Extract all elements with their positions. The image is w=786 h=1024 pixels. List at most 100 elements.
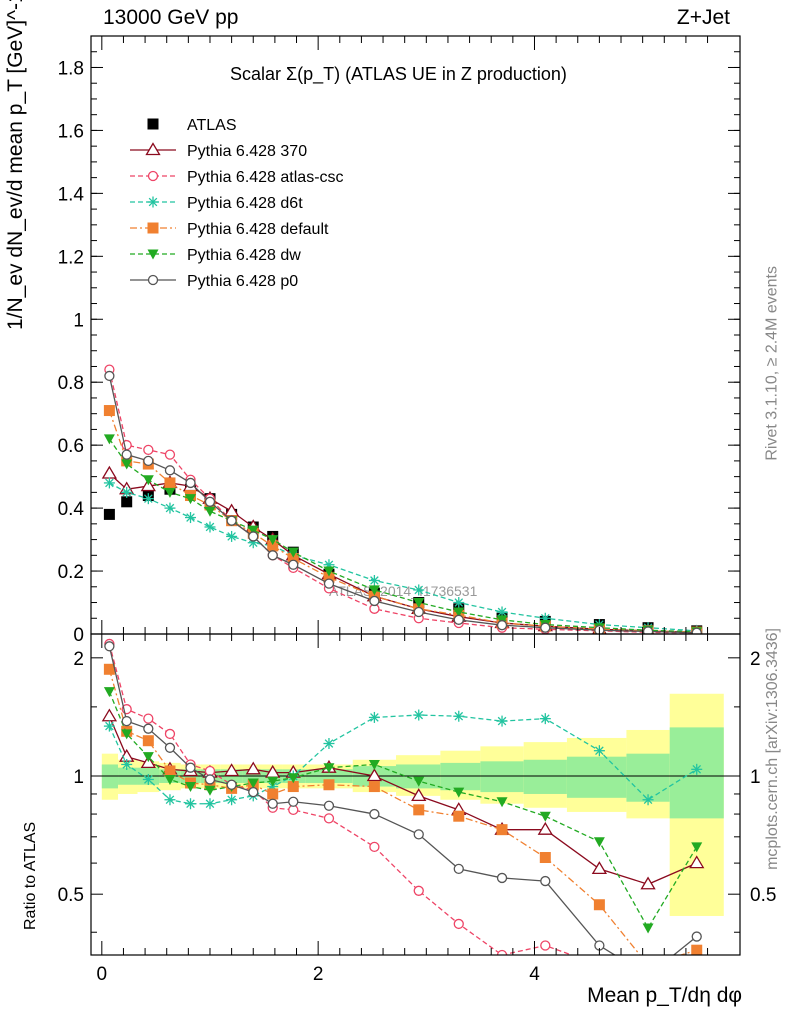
main-point-p0	[453, 614, 464, 625]
ratio-point-atlas-csc	[540, 940, 551, 951]
ratio-point-dw	[121, 729, 133, 740]
star-arm	[643, 795, 653, 805]
star-arm	[370, 576, 379, 585]
star-arm	[144, 775, 153, 784]
star-arm	[414, 585, 424, 595]
ratio-point-370	[591, 861, 608, 875]
ratio-point-default	[413, 804, 425, 816]
legend-marker-atlas-csc	[147, 170, 159, 182]
ratio-point-d6t	[226, 794, 238, 806]
ratio-point-370	[101, 708, 118, 722]
main-point-ATLAS	[121, 496, 133, 508]
legend-item-atlas-csc: Pythia 6.428 atlas-csc	[130, 169, 344, 186]
ratio-line-atlas-csc	[108, 643, 574, 955]
legend-marker-370	[145, 142, 161, 156]
band-inner-bin	[480, 761, 524, 793]
main-point-p0	[143, 455, 154, 467]
ratio-point-370	[223, 763, 240, 777]
ratio-point-default	[103, 663, 115, 675]
main-point-d6t	[453, 597, 465, 609]
star-arm	[165, 503, 175, 513]
ratio-point-dw	[323, 763, 335, 774]
ratio-point-p0	[288, 796, 299, 807]
ratio-point-p0	[248, 786, 259, 798]
ratio-point-p0	[496, 872, 508, 884]
ratio-point-default	[267, 788, 279, 800]
ratio-point-dw	[287, 773, 299, 784]
main-point-p0	[642, 626, 654, 634]
ratio-point-atlas-csc	[164, 728, 176, 740]
ratio-point-p0	[104, 641, 115, 652]
watermark: ATLAS_2014_I1736531	[329, 583, 478, 599]
ratio-point-default	[453, 810, 465, 822]
main-point-default	[267, 540, 279, 552]
main-point-dw	[368, 585, 380, 596]
mcplots-label: mcplots.cern.ch [arXiv:1306.3436]	[764, 628, 781, 870]
legend: ATLAS Pythia 6.428 370 Pythia 6.428 atlas-…	[130, 117, 344, 290]
ratio-point-dw	[539, 811, 551, 822]
main-point-ATLAS	[103, 508, 115, 520]
ratio-point-p0	[267, 798, 278, 809]
main-y-axis-label: 1/N_ev dN_ev/d mean p_T [GeV]^-1	[4, 0, 27, 330]
star-arm	[497, 716, 507, 726]
main-point-dw	[185, 494, 197, 505]
main-point-d6t	[121, 486, 133, 498]
legend-label-atlas-csc: Pythia 6.428 atlas-csc	[187, 169, 344, 186]
ratio-point-370	[245, 761, 261, 775]
star-arm	[324, 739, 334, 748]
main-y-tick-label: 0.8	[58, 373, 84, 394]
main-y-tick-label: 1.2	[58, 247, 84, 268]
legend-label-d6t: Pythia 6.428 d6t	[187, 195, 303, 212]
plot-title: Scalar Σ(p_T) (ATLAS UE in Z production)	[230, 64, 567, 84]
ratio-point-dw	[267, 776, 279, 787]
rivet-version-label: Rivet 3.1.10, ≥ 2.4M events	[764, 266, 781, 461]
main-y-tick-label: 0.4	[58, 499, 85, 520]
legend-marker-ATLAS	[147, 118, 159, 130]
ratio-y-tick-label-right: 1	[750, 767, 761, 788]
star-arm	[148, 197, 158, 207]
x-tick-label: 2	[313, 964, 324, 985]
legend-item-370: Pythia 6.428 370	[130, 142, 307, 160]
ratio-point-dw	[453, 787, 465, 798]
main-point-p0	[164, 465, 176, 476]
ratio-point-d6t	[691, 763, 703, 775]
main-point-default	[164, 477, 176, 489]
ratio-point-dw	[496, 797, 508, 808]
star-arm	[186, 513, 195, 522]
ratio-point-d6t	[185, 798, 197, 810]
legend-label-ATLAS: ATLAS	[187, 117, 237, 134]
ratio-point-370	[366, 768, 383, 782]
energy-label: 13000 GeV pp	[103, 6, 239, 29]
star-arm	[122, 760, 132, 769]
star-arm	[144, 494, 153, 503]
main-point-370	[101, 465, 118, 479]
ratio-y-tick-label: 1	[73, 767, 84, 788]
ratio-point-dw	[642, 923, 654, 934]
ratio-point-d6t	[121, 758, 133, 770]
main-point-atlas-csc	[143, 444, 154, 456]
x-tick-label: 4	[529, 964, 540, 985]
ratio-point-d6t	[323, 738, 335, 750]
ratio-y-tick-label-right: 0.5	[750, 885, 776, 906]
legend-item-ATLAS: ATLAS	[147, 117, 237, 134]
ratio-point-dw	[368, 759, 380, 770]
main-point-p0	[248, 531, 259, 542]
ratio-point-dw	[691, 842, 703, 853]
main-point-p0	[288, 559, 299, 570]
ratio-point-d6t	[496, 715, 508, 727]
ratio-point-d6t	[593, 745, 605, 757]
main-line-dw	[108, 438, 697, 633]
main-point-dw	[204, 506, 216, 517]
star-arm	[227, 532, 236, 541]
ratio-series-atlas-csc	[104, 638, 574, 955]
main-point-d6t	[164, 502, 176, 514]
star-arm	[540, 714, 550, 723]
main-point-d6t	[413, 584, 425, 596]
ratio-point-d6t	[413, 709, 425, 721]
main-y-tick-label: 1.8	[58, 58, 84, 79]
ratio-point-d6t	[103, 720, 115, 732]
main-point-dw	[413, 598, 425, 609]
star-arm	[595, 746, 604, 756]
star-arm	[692, 765, 702, 774]
ratio-point-default	[323, 779, 335, 791]
